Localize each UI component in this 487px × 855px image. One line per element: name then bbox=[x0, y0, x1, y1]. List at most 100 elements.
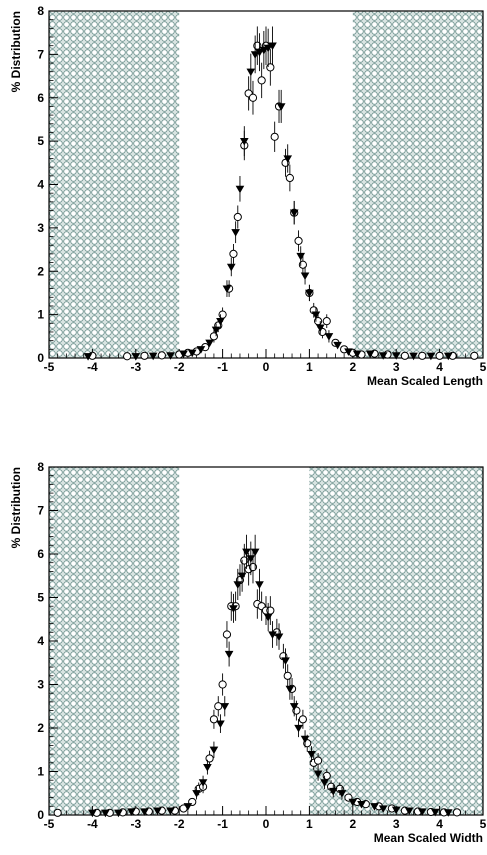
data-point-triangle bbox=[337, 790, 347, 798]
data-point-circle bbox=[294, 236, 303, 245]
data-point-triangle bbox=[216, 720, 225, 729]
x-tick-label: -2 bbox=[174, 817, 185, 831]
data-point-circle bbox=[218, 680, 227, 689]
data-point-triangle bbox=[289, 209, 299, 218]
data-point-triangle bbox=[268, 42, 277, 51]
data-point-triangle bbox=[370, 803, 379, 811]
y-tick-label: 1 bbox=[37, 308, 44, 322]
data-point-triangle bbox=[209, 746, 219, 755]
y-tick-label: 0 bbox=[37, 808, 44, 822]
data-point-circle bbox=[123, 352, 132, 361]
data-point-triangle bbox=[348, 798, 358, 807]
data-point-triangle bbox=[391, 806, 401, 815]
data-point-triangle bbox=[357, 800, 366, 809]
data-point-triangle bbox=[114, 809, 123, 818]
data-point-triangle bbox=[378, 805, 388, 813]
data-point-triangle bbox=[378, 352, 388, 360]
x-tick-label: -1 bbox=[217, 360, 228, 374]
y-tick-label: 3 bbox=[37, 221, 44, 235]
x-tick-label: -3 bbox=[130, 817, 141, 831]
x-tick-label: 1 bbox=[306, 817, 313, 831]
data-point-circle bbox=[209, 715, 219, 724]
data-point-triangle bbox=[285, 685, 295, 694]
data-point-triangle bbox=[229, 605, 238, 613]
data-point-triangle bbox=[255, 581, 264, 589]
data-point-triangle bbox=[235, 185, 245, 194]
data-point-triangle bbox=[443, 352, 453, 361]
data-point-triangle bbox=[263, 44, 273, 53]
data-point-triangle bbox=[250, 51, 260, 59]
data-point-triangle bbox=[88, 809, 97, 818]
data-point-circle bbox=[140, 351, 149, 360]
data-point-triangle bbox=[307, 750, 316, 759]
data-point-triangle bbox=[274, 633, 284, 642]
y-tick-label: 8 bbox=[37, 460, 44, 474]
x-tick-label: 1 bbox=[306, 360, 313, 374]
data-point-triangle bbox=[166, 807, 175, 816]
data-point-triangle bbox=[242, 548, 251, 557]
y-tick-label: 6 bbox=[37, 547, 44, 561]
x-tick-label: 0 bbox=[263, 360, 270, 374]
data-point-triangle bbox=[352, 350, 362, 359]
y-tick-label: 7 bbox=[37, 47, 44, 61]
data-point-triangle bbox=[300, 735, 310, 744]
data-point-triangle bbox=[365, 350, 375, 359]
data-point-triangle bbox=[324, 333, 334, 341]
x-tick-label: -3 bbox=[130, 360, 141, 374]
y-tick-label: 1 bbox=[37, 765, 44, 779]
x-tick-label: 2 bbox=[349, 817, 356, 831]
data-point-triangle bbox=[289, 703, 299, 711]
data-point-triangle bbox=[192, 790, 201, 798]
data-point-triangle bbox=[313, 770, 323, 779]
data-point-triangle bbox=[83, 353, 93, 361]
data-point-circle bbox=[418, 351, 427, 360]
x-tick-label: 5 bbox=[480, 817, 487, 831]
x-tick-label: 0 bbox=[263, 817, 270, 831]
data-point-triangle bbox=[311, 311, 321, 320]
x-tick-label: 3 bbox=[393, 360, 400, 374]
data-point-triangle bbox=[196, 346, 206, 354]
panel-mean-scaled-width: -5 -4 -3 -2 -1 0 1 2 3 4 5 0 1 2 3 4 5 6 7 8 Mean Scaled Wid… bbox=[9, 460, 487, 845]
data-point-circle bbox=[157, 351, 166, 360]
data-point-triangle bbox=[153, 807, 162, 816]
data-point-triangle bbox=[220, 703, 230, 711]
x-tick-label: -4 bbox=[87, 817, 98, 831]
data-point-triangle bbox=[239, 137, 249, 146]
data-point-triangle bbox=[140, 808, 149, 816]
y-tick-label: 7 bbox=[37, 504, 44, 518]
data-point-triangle bbox=[211, 326, 221, 335]
excluded-region-0 bbox=[49, 11, 180, 358]
data-point-triangle bbox=[404, 807, 414, 816]
data-point-circle bbox=[53, 808, 62, 817]
data-point-circle bbox=[435, 351, 444, 360]
data-point-circle bbox=[452, 808, 462, 817]
data-point-triangle bbox=[224, 650, 234, 659]
y-tick-label: 8 bbox=[37, 4, 44, 18]
data-point-triangle bbox=[333, 341, 342, 350]
x-tick-label: 4 bbox=[436, 817, 443, 831]
x-tick-label: -5 bbox=[44, 817, 55, 831]
data-point-triangle bbox=[276, 103, 286, 111]
data-point-triangle bbox=[237, 572, 247, 581]
x-axis-label: Mean Scaled Length bbox=[367, 374, 483, 388]
y-axis-label: % Distribution bbox=[9, 467, 23, 548]
data-point-triangle bbox=[101, 809, 110, 818]
data-point-triangle bbox=[430, 808, 440, 817]
x-tick-label: -5 bbox=[44, 360, 55, 374]
y-tick-label: 0 bbox=[37, 351, 44, 365]
data-point-triangle bbox=[294, 724, 303, 733]
excluded-region-1 bbox=[309, 467, 483, 815]
data-point-triangle bbox=[391, 352, 401, 360]
data-point-triangle bbox=[246, 555, 256, 563]
data-point-triangle bbox=[148, 352, 158, 361]
data-point-triangle bbox=[259, 46, 269, 55]
y-tick-label: 3 bbox=[37, 678, 44, 692]
y-tick-label: 4 bbox=[37, 178, 44, 192]
data-point-triangle bbox=[328, 787, 338, 796]
x-tick-label: 2 bbox=[349, 360, 356, 374]
y-tick-label: 2 bbox=[37, 264, 44, 278]
data-point-triangle bbox=[198, 779, 208, 787]
y-tick-label: 5 bbox=[37, 591, 44, 605]
y-tick-label: 6 bbox=[37, 91, 44, 105]
data-point-triangle bbox=[205, 339, 214, 348]
